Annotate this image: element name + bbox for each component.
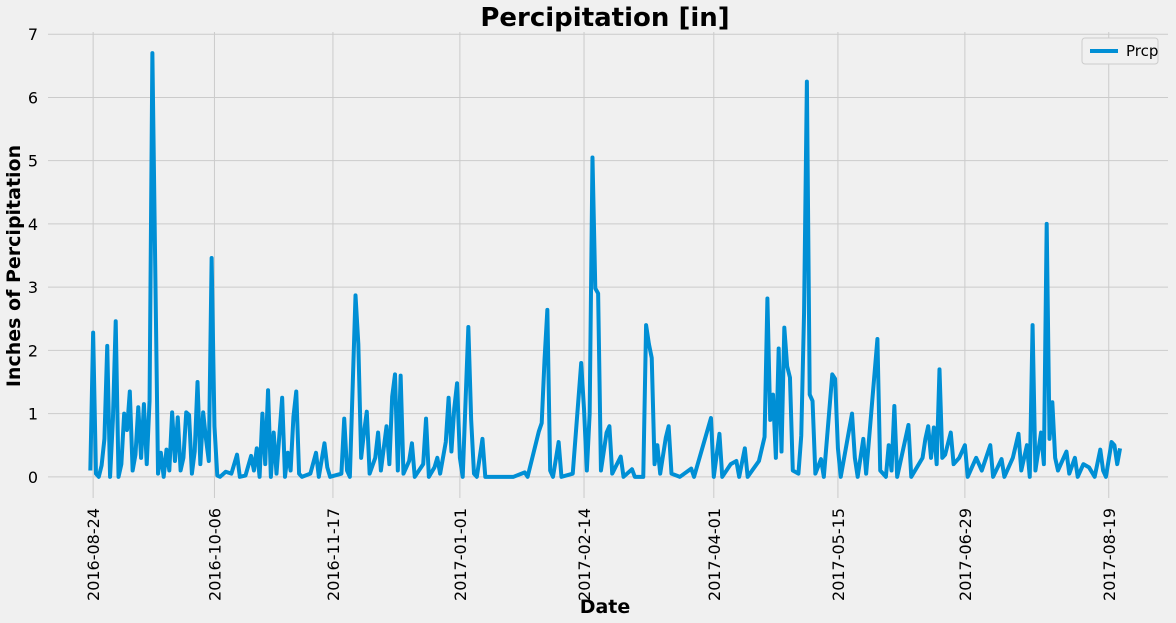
- x-tick-label: 2016-08-24: [84, 508, 103, 601]
- x-tick-label: 2017-02-14: [575, 508, 594, 601]
- x-tick-label: 2016-11-17: [324, 508, 343, 601]
- y-tick-label: 3: [28, 278, 38, 297]
- x-tick-label: 2017-06-29: [956, 508, 975, 601]
- x-tick-label: 2017-04-01: [705, 508, 724, 601]
- x-tick-label: 2016-10-06: [205, 508, 224, 601]
- y-tick-label: 7: [28, 25, 38, 44]
- y-tick-label: 6: [28, 88, 38, 107]
- y-tick-label: 2: [28, 341, 38, 360]
- y-axis-label: Inches of Percipitation: [3, 145, 25, 387]
- x-tick-label: 2017-08-19: [1100, 508, 1119, 601]
- legend: Prcp: [1081, 37, 1159, 65]
- y-tick-label: 5: [28, 152, 38, 171]
- x-tick-label: 2017-01-01: [451, 508, 470, 601]
- y-tick-label: 0: [28, 468, 38, 487]
- legend-box: [1081, 37, 1159, 65]
- chart-title: Percipitation [in]: [480, 3, 729, 33]
- y-tick-label: 1: [28, 405, 38, 424]
- x-tick-label: 2017-05-15: [829, 508, 848, 601]
- legend-label: Prcp: [1126, 42, 1158, 60]
- x-axis-label: Date: [580, 596, 631, 618]
- y-tick-label: 4: [28, 215, 38, 234]
- data-line: [88, 51, 1123, 479]
